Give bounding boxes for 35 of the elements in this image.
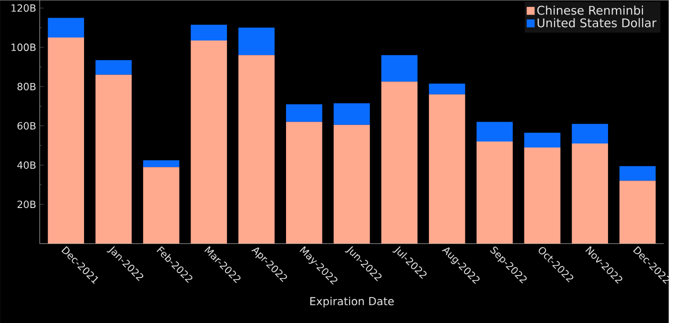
bar — [190, 40, 227, 244]
legend-label: Chinese Renminbi — [537, 6, 643, 15]
bar — [572, 124, 608, 144]
bar — [143, 167, 180, 244]
legend-label: United States Dollar — [538, 18, 656, 28]
bar — [619, 166, 656, 181]
y-tick-label: 100B — [12, 43, 36, 52]
bar — [428, 84, 466, 94]
bar — [48, 37, 84, 244]
bar — [190, 24, 227, 40]
y-tick-label: 80B — [17, 82, 36, 90]
bar — [238, 28, 275, 56]
y-tick-label: 120B — [12, 4, 36, 12]
bar — [286, 122, 322, 244]
bar — [95, 74, 132, 244]
bar — [428, 94, 466, 244]
bar — [381, 55, 418, 82]
bar — [95, 60, 132, 75]
x-axis-title: Expiration Date — [310, 296, 394, 308]
bar — [334, 103, 370, 125]
bar — [476, 122, 513, 142]
bar — [334, 124, 370, 244]
bar — [381, 82, 418, 244]
y-tick-label: 20B — [18, 200, 36, 208]
bar — [572, 143, 608, 244]
y-tick-label: 60B — [17, 122, 36, 130]
bar — [476, 141, 513, 244]
bar — [143, 160, 180, 168]
bar — [48, 18, 84, 38]
y-tick-label: 40B — [17, 161, 36, 169]
bar — [238, 55, 275, 244]
bar — [286, 104, 322, 122]
bar — [524, 147, 560, 244]
bar — [619, 180, 656, 244]
bar — [524, 132, 560, 148]
